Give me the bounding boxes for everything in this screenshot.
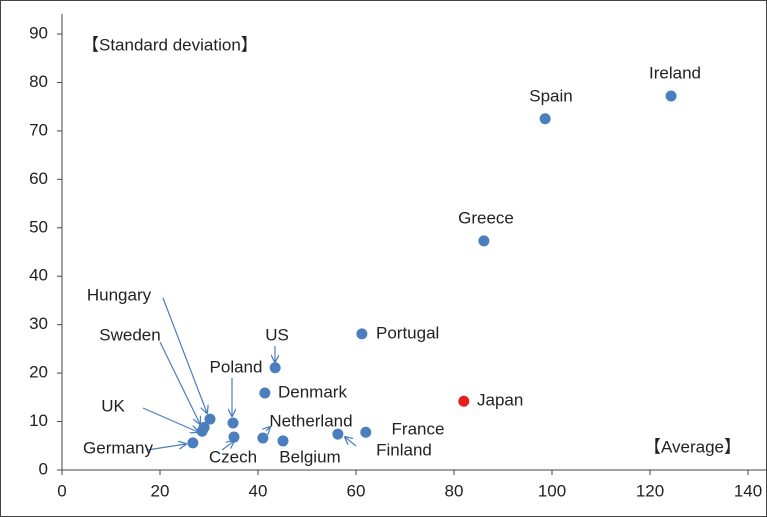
point-label: Belgium (279, 447, 340, 466)
point (196, 425, 208, 437)
point-label: Netherland (269, 411, 352, 430)
x-tick-label: 60 (347, 481, 366, 500)
x-tick-label: 0 (57, 481, 66, 500)
point-label: Finland (376, 440, 432, 459)
point (539, 113, 551, 125)
label-arrow (146, 444, 186, 451)
point (187, 437, 199, 449)
point-label: Spain (529, 86, 572, 105)
point-label: UK (101, 396, 125, 415)
y-axis-label: 【Standard deviation】 (82, 35, 258, 54)
point (458, 395, 470, 407)
point (204, 413, 216, 425)
point (227, 417, 239, 429)
point-label: Sweden (99, 325, 160, 344)
point (277, 435, 289, 447)
point (228, 431, 240, 443)
x-tick-label: 100 (538, 481, 566, 500)
point-label: France (392, 419, 445, 438)
label-arrow (266, 427, 270, 431)
x-tick-label: 20 (151, 481, 170, 500)
y-tick-label: 70 (29, 120, 48, 139)
y-tick-label: 10 (29, 411, 48, 430)
point-label: US (265, 325, 289, 344)
y-tick-label: 0 (39, 459, 48, 478)
x-tick-label: 40 (249, 481, 268, 500)
point-label: Greece (458, 208, 514, 227)
point-label: Germany (83, 438, 153, 457)
label-arrow (162, 297, 207, 413)
y-tick-label: 40 (29, 266, 48, 285)
label-arrow (221, 441, 234, 451)
point (360, 426, 372, 438)
point-label: Japan (477, 390, 523, 409)
point-label: Portugal (376, 323, 439, 342)
x-axis-label: 【Average】 (644, 437, 741, 456)
label-arrow (159, 341, 200, 424)
y-tick-label: 20 (29, 363, 48, 382)
point (478, 235, 490, 247)
x-tick-label: 120 (636, 481, 664, 500)
point-label: Denmark (278, 382, 347, 401)
point-label: Ireland (649, 63, 701, 82)
y-tick-label: 30 (29, 314, 48, 333)
point (665, 90, 677, 102)
point-label: Poland (210, 357, 263, 376)
point (269, 362, 281, 374)
y-tick-label: 90 (29, 23, 48, 42)
x-tick-label: 140 (734, 481, 762, 500)
y-tick-label: 60 (29, 169, 48, 188)
y-tick-label: 50 (29, 217, 48, 236)
label-arrow (345, 437, 357, 447)
point-label: Hungary (87, 285, 152, 304)
point (356, 328, 368, 340)
label-arrow (142, 407, 198, 432)
x-tick-label: 80 (445, 481, 464, 500)
point (332, 428, 344, 440)
point (259, 387, 271, 399)
y-tick-label: 80 (29, 72, 48, 91)
point-label: Czech (209, 447, 257, 466)
point (257, 432, 269, 444)
